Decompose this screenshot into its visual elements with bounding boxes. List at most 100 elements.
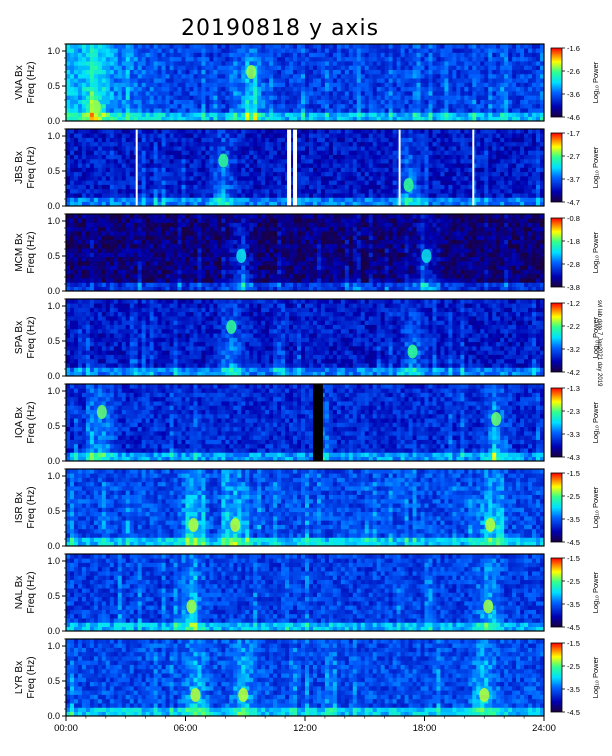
y-tick-label: 0.5 bbox=[47, 421, 60, 431]
y-tick-label: 0.5 bbox=[47, 251, 60, 261]
spectrogram-cells bbox=[66, 214, 545, 292]
panel-iqa: 0.0 0.5 1.0 IQA Bx Freq (Hz) -1.3 -2.3 -3.3 -4.3… bbox=[14, 383, 600, 466]
station-label: ISR Bx bbox=[14, 492, 25, 523]
x-tick-label: 12:00 bbox=[293, 723, 317, 734]
time-axis: 00:00 06:00 12:00 18:00 24:00 bbox=[54, 716, 556, 734]
spectrogram-cells bbox=[66, 299, 545, 377]
colorbar-tick-label: -2.2 bbox=[567, 322, 580, 331]
colorbar-label: Log₁₀ Power bbox=[591, 571, 600, 613]
colorbar-tick-label: -2.3 bbox=[567, 407, 580, 416]
colorbar bbox=[550, 217, 563, 288]
freq-axis-label: Freq (Hz) bbox=[26, 146, 37, 188]
figure-title: 20190818 y axis bbox=[180, 16, 380, 41]
emission-burst-1 bbox=[96, 405, 107, 419]
colorbar-label: Log₁₀ Power bbox=[591, 401, 600, 443]
emission-burst-2 bbox=[483, 599, 494, 614]
panel-isr: 0.0 0.5 1.0 ISR Bx Freq (Hz) -1.5 -2.5 -3.5 -4.5… bbox=[14, 468, 600, 551]
freq-axis-label: Freq (Hz) bbox=[26, 486, 37, 528]
panel-frame bbox=[65, 383, 545, 462]
colorbar-tick-label: -1.5 bbox=[567, 469, 580, 478]
emission-burst-2 bbox=[491, 412, 502, 426]
data-gap-1 bbox=[135, 129, 138, 206]
y-tick-label: 0.5 bbox=[47, 676, 60, 686]
colorbar-tick-label: -3.8 bbox=[567, 283, 580, 292]
colorbar-label: Log₁₀ Power bbox=[591, 146, 600, 188]
panel-frame bbox=[65, 553, 545, 632]
y-tick-label: 0.5 bbox=[47, 166, 60, 176]
y-tick-label: 0.0 bbox=[47, 286, 60, 296]
colorbar-tick-label: -3.6 bbox=[567, 90, 580, 99]
colorbar-tick-label: -4.5 bbox=[567, 623, 580, 632]
panel-lyr: 0.0 0.5 1.0 LYR Bx Freq (Hz) -1.5 -2.5 -3.5 -4.5… bbox=[14, 638, 600, 721]
emission-burst-1 bbox=[190, 688, 201, 702]
colorbar-tick-label: -1.5 bbox=[567, 554, 580, 563]
emission-burst-3 bbox=[479, 688, 490, 702]
colorbar-tick-label: -4.3 bbox=[567, 453, 580, 462]
colorbar-label: Log₁₀ Power bbox=[591, 61, 600, 103]
colorbar bbox=[550, 132, 563, 203]
emission-burst-1 bbox=[218, 153, 229, 168]
y-tick-label: 0.5 bbox=[47, 336, 60, 346]
freq-axis-label: Freq (Hz) bbox=[26, 656, 37, 698]
data-gap-2 bbox=[287, 129, 292, 206]
emission-burst-2 bbox=[90, 100, 101, 114]
emission-burst-1 bbox=[186, 599, 197, 614]
colorbar-tick-label: -1.7 bbox=[567, 129, 580, 138]
x-tick-label: 24:00 bbox=[532, 723, 556, 734]
colorbar-tick-label: -3.2 bbox=[567, 345, 580, 354]
colorbar-tick-label: -3.7 bbox=[567, 175, 580, 184]
colorbar-tick-label: -4.2 bbox=[567, 368, 580, 377]
spectrogram-cells bbox=[66, 469, 545, 547]
colorbar-tick-label: -4.6 bbox=[567, 113, 580, 122]
colorbar bbox=[550, 302, 563, 373]
panel-frame bbox=[65, 298, 545, 377]
colorbar-label: Log₁₀ Power bbox=[591, 316, 600, 358]
panel-frame bbox=[65, 128, 545, 207]
panel-frame bbox=[65, 213, 545, 292]
y-tick-label: 1.0 bbox=[47, 216, 60, 226]
colorbar-tick-label: -0.8 bbox=[567, 214, 580, 223]
colorbar bbox=[550, 47, 563, 118]
y-tick-label: 1.0 bbox=[47, 471, 60, 481]
colorbar-tick-label: -2.8 bbox=[567, 260, 580, 269]
x-tick-label: 06:00 bbox=[174, 723, 198, 734]
emission-burst-2 bbox=[407, 344, 418, 359]
y-tick-label: 1.0 bbox=[47, 46, 60, 56]
panel-vna: 0.0 0.5 1.0 VNA Bx Freq (Hz) -1.6 -2.6 -3.6 -4.6… bbox=[14, 43, 600, 126]
spectrogram-cells bbox=[66, 554, 545, 632]
freq-axis-label: Freq (Hz) bbox=[26, 61, 37, 103]
x-tick-label: 18:00 bbox=[413, 723, 437, 734]
colorbar-tick-label: -4.5 bbox=[567, 538, 580, 547]
panel-jbs: 0.0 0.5 1.0 JBS Bx Freq (Hz) -1.7 -2.7 -3.7 -4.7… bbox=[14, 128, 600, 211]
data-gap-1 bbox=[312, 384, 323, 461]
spectrogram-cells bbox=[66, 384, 545, 462]
station-label: JBS Bx bbox=[14, 151, 25, 184]
colorbar-tick-label: -4.7 bbox=[567, 198, 580, 207]
emission-burst-2 bbox=[421, 249, 432, 263]
colorbar-label: Log₁₀ Power bbox=[591, 656, 600, 698]
y-tick-label: 1.0 bbox=[47, 386, 60, 396]
emission-burst-2 bbox=[238, 688, 249, 702]
colorbar-tick-label: -2.7 bbox=[567, 152, 580, 161]
colorbar bbox=[550, 557, 563, 628]
y-tick-label: 1.0 bbox=[47, 556, 60, 566]
emission-burst-3 bbox=[485, 518, 496, 532]
panel-nal: 0.0 0.5 1.0 NAL Bx Freq (Hz) -1.5 -2.5 -3.5 -4.5… bbox=[14, 553, 600, 636]
station-label: LYR Bx bbox=[14, 661, 25, 694]
station-label: VNA Bx bbox=[14, 65, 25, 99]
colorbar-tick-label: -4.5 bbox=[567, 708, 580, 717]
data-gap-5 bbox=[472, 129, 475, 206]
colorbar-tick-label: -3.5 bbox=[567, 515, 580, 524]
colorbar-label: Log₁₀ Power bbox=[591, 486, 600, 528]
freq-axis-label: Freq (Hz) bbox=[26, 401, 37, 443]
colorbar-tick-label: -3.5 bbox=[567, 600, 580, 609]
emission-burst-1 bbox=[226, 320, 237, 334]
y-tick-label: 0.5 bbox=[47, 506, 60, 516]
y-tick-label: 1.0 bbox=[47, 131, 60, 141]
spectrogram-cells bbox=[66, 44, 545, 122]
data-gap-4 bbox=[398, 129, 401, 206]
y-tick-label: 0.0 bbox=[47, 116, 60, 126]
emission-burst-2 bbox=[403, 178, 414, 192]
colorbar-tick-label: -3.5 bbox=[567, 685, 580, 694]
colorbar bbox=[550, 387, 563, 458]
